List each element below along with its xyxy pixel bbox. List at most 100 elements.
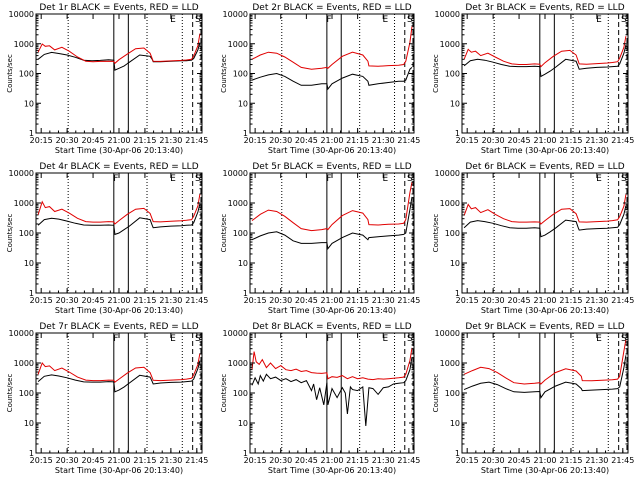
marker-label: S [195,334,201,344]
y-tick-label: 10 [238,419,248,428]
y-axis-label: Counts/sec [432,374,440,413]
x-axis-label: Start Time (30-Apr-06 20:13:40) [268,466,396,475]
marker-label: E [596,15,602,25]
x-tick-label: 20:15 [244,296,267,305]
y-tick-label: 10 [24,259,34,268]
x-tick-label: 20:45 [508,136,531,145]
x-tick-label: 21:30 [159,296,182,305]
y-tick-label: 1 [243,449,248,458]
chart-title: Det 7r BLACK = Events, RED = LLD [39,322,198,332]
x-tick-label: 21:45 [185,136,208,145]
x-tick-label: 20:30 [56,456,79,465]
x-tick-label: 21:45 [185,296,208,305]
x-tick-label: 21:15 [559,296,582,305]
y-tick-label: 100 [233,389,248,398]
x-tick-label: 21:30 [585,456,608,465]
marker-label: S [195,15,201,25]
x-tick-label: 21:15 [559,456,582,465]
y-tick-label: 10000 [9,169,34,178]
y-tick-label: 100 [233,70,248,79]
x-tick-label: 21:15 [133,456,156,465]
y-tick-label: 10000 [9,329,34,338]
x-axis-label: Start Time (30-Apr-06 20:13:40) [481,146,609,155]
x-axis-label: Start Time (30-Apr-06 20:13:40) [268,306,396,315]
x-tick-label: 21:30 [372,296,395,305]
x-tick-label: 21:00 [320,456,343,465]
y-tick-label: 10 [24,419,34,428]
x-tick-label: 21:45 [611,136,634,145]
series-line-lld [251,347,413,381]
y-axis-label: Counts/sec [432,54,440,93]
x-tick-label: 20:30 [56,136,79,145]
y-tick-label: 1 [243,289,248,298]
x-tick-label: 21:45 [397,456,420,465]
y-tick-label: 100 [445,229,460,238]
y-axis-label: Counts/sec [220,374,228,413]
y-tick-label: 10 [238,259,248,268]
y-tick-label: 10000 [223,10,248,19]
y-tick-label: 10000 [435,329,460,338]
y-axis-label: Counts/sec [6,214,14,253]
marker-label: S [195,174,201,184]
marker-label: F [113,334,118,344]
marker-label: E [382,174,388,184]
series-line-lld [463,339,627,385]
x-axis-label: Start Time (30-Apr-06 20:13:40) [55,146,183,155]
x-tick-label: 20:30 [482,296,505,305]
marker-label: F [326,334,331,344]
x-tick-label: 20:15 [456,296,479,305]
chart-title: Det 2r BLACK = Events, RED = LLD [252,3,411,13]
marker-label: E [596,334,602,344]
x-tick-label: 20:45 [82,456,105,465]
chart-panel-9: Det 9r BLACK = Events, RED = LLD E S 1 10 100… [432,322,634,475]
y-tick-label: 100 [233,229,248,238]
x-tick-label: 20:30 [269,136,292,145]
y-axis-label: Counts/sec [220,54,228,93]
series-line-lld [37,353,201,383]
x-axis-label: Start Time (30-Apr-06 20:13:40) [268,146,396,155]
y-axis-label: Counts/sec [6,374,14,413]
x-tick-label: 20:15 [30,136,53,145]
chart-panel-1: Det 1r BLACK = Events, RED = LLD E S 1 10 100… [6,3,208,155]
y-tick-label: 1 [29,289,34,298]
x-tick-label: 20:45 [295,456,318,465]
y-tick-label: 1 [243,129,248,138]
x-tick-label: 20:45 [508,296,531,305]
y-tick-label: 10000 [9,10,34,19]
y-tick-label: 10000 [223,169,248,178]
chart-title: Det 6r BLACK = Events, RED = LLD [465,162,624,172]
series-line-events [37,360,201,393]
y-tick-label: 100 [19,229,34,238]
chart-title: Det 9r BLACK = Events, RED = LLD [465,322,624,332]
x-tick-label: 21:00 [107,456,130,465]
x-tick-label: 20:30 [482,136,505,145]
marker-label: E [170,15,176,25]
chart-panel-8: Det 8r BLACK = Events, RED = LLD F E S 1 10 10… [220,322,420,475]
x-tick-label: 20:15 [30,456,53,465]
y-tick-label: 10 [450,419,460,428]
y-tick-label: 1 [29,129,34,138]
y-tick-label: 1000 [440,40,460,49]
y-tick-label: 10 [238,99,248,108]
y-tick-label: 1000 [14,359,34,368]
y-tick-label: 10 [450,99,460,108]
chart-panel-2: Det 2r BLACK = Events, RED = LLD F E S 1 10 10… [220,3,420,155]
series-line-events [251,356,413,426]
x-tick-label: 20:15 [244,456,267,465]
x-tick-label: 21:30 [159,136,182,145]
series-line-events [463,205,627,238]
x-tick-label: 20:45 [295,296,318,305]
marker-label: E [170,174,176,184]
x-tick-label: 20:45 [508,456,531,465]
x-tick-label: 21:45 [611,296,634,305]
marker-label: E [382,15,388,25]
x-tick-label: 21:30 [372,136,395,145]
x-tick-label: 21:00 [107,296,130,305]
y-tick-label: 1000 [14,40,34,49]
y-tick-label: 1 [455,449,460,458]
x-axis-label: Start Time (30-Apr-06 20:13:40) [55,466,183,475]
x-axis-label: Start Time (30-Apr-06 20:13:40) [481,306,609,315]
x-tick-label: 21:45 [397,136,420,145]
y-tick-label: 10 [450,259,460,268]
x-tick-label: 21:15 [559,136,582,145]
